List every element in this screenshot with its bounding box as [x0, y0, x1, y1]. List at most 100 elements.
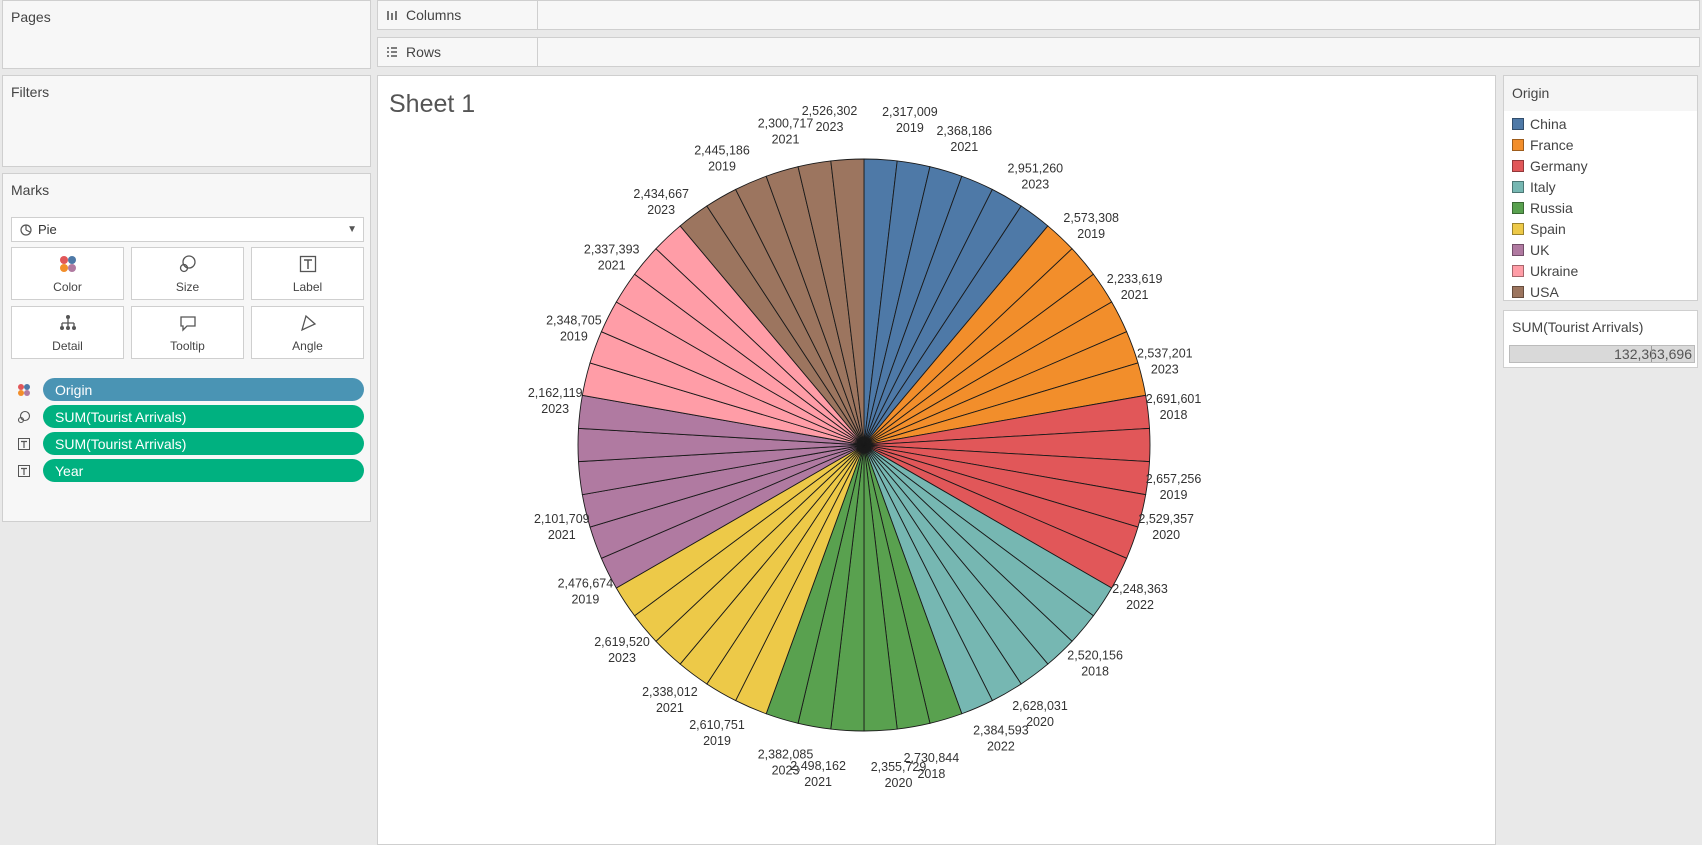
slice-year-label: 2022 — [1126, 598, 1154, 612]
slice-year-label: 2020 — [1026, 715, 1054, 729]
legend-swatch — [1512, 222, 1524, 235]
origin-color-pill[interactable]: Origin — [43, 378, 364, 401]
slice-year-label: 2022 — [987, 739, 1015, 753]
slice-value-label: 2,520,156 — [1067, 649, 1123, 663]
slice-year-label: 2019 — [896, 121, 924, 135]
label-icon — [299, 255, 316, 272]
slice-year-label: 2023 — [1151, 363, 1179, 377]
mark-type-dropdown[interactable]: Pie ▼ — [11, 217, 364, 242]
pages-title: Pages — [11, 9, 51, 25]
legend-item-label: UK — [1530, 241, 1550, 258]
pages-shelf[interactable]: Pages — [2, 0, 371, 69]
legend-item-usa[interactable]: USA — [1512, 281, 1588, 302]
legend-item-label: USA — [1530, 283, 1559, 300]
slice-year-label: 2019 — [571, 593, 599, 607]
slice-value-label: 2,657,256 — [1146, 472, 1202, 486]
angle-button-label: Angle — [292, 338, 323, 353]
legend-item-label: Spain — [1530, 220, 1566, 237]
legend-swatch — [1512, 117, 1524, 130]
filters-title: Filters — [11, 84, 50, 100]
label-icon — [17, 464, 31, 478]
color-icon — [17, 383, 31, 397]
slice-value-label: 2,691,601 — [1146, 392, 1202, 406]
year-label-pill[interactable]: Year — [43, 459, 364, 482]
legend-item-china[interactable]: China — [1512, 113, 1588, 134]
label-button[interactable]: Label — [251, 247, 364, 300]
rows-shelf[interactable]: Rows — [377, 37, 1700, 67]
angle-icon — [300, 314, 316, 331]
legend-item-uk[interactable]: UK — [1512, 239, 1588, 260]
legend-item-russia[interactable]: Russia — [1512, 197, 1588, 218]
slice-value-label: 2,338,012 — [642, 685, 698, 699]
legend-item-france[interactable]: France — [1512, 134, 1588, 155]
slice-value-label: 2,537,201 — [1137, 347, 1193, 361]
marks-pill-row: Origin — [17, 376, 364, 403]
marks-pill-row: Year — [17, 457, 364, 484]
slice-year-label: 2021 — [804, 775, 832, 789]
sheet-title: Sheet 1 — [389, 90, 476, 118]
columns-shelf-label: Columns — [378, 1, 538, 29]
size-button[interactable]: Size — [131, 247, 244, 300]
columns-label: Columns — [406, 7, 462, 23]
slice-year-label: 2019 — [560, 330, 588, 344]
detail-button[interactable]: Detail — [11, 306, 124, 359]
pie-icon — [20, 223, 32, 236]
legend-swatch — [1512, 264, 1524, 277]
size-icon — [17, 410, 31, 424]
color-icon — [59, 255, 76, 272]
slice-year-label: 2020 — [885, 776, 913, 790]
slice-value-label: 2,529,357 — [1138, 512, 1194, 526]
size-legend-title: SUM(Tourist Arrivals) — [1512, 319, 1644, 335]
slice-value-label: 2,434,667 — [633, 187, 689, 201]
mark-type-label: Pie — [38, 222, 57, 237]
slice-value-label: 2,573,308 — [1063, 211, 1119, 225]
marks-card: Marks Pie ▼ Color Size — [2, 173, 371, 522]
slice-year-label: 2023 — [541, 402, 569, 416]
legend-item-italy[interactable]: Italy — [1512, 176, 1588, 197]
size-legend-value: 132,363,696 — [1614, 346, 1692, 362]
rows-label: Rows — [406, 44, 442, 60]
size-button-label: Size — [175, 279, 200, 294]
columns-shelf[interactable]: Columns — [377, 0, 1700, 30]
slice-value-label: 2,526,302 — [802, 104, 858, 118]
size-legend[interactable]: SUM(Tourist Arrivals) 132,363,696 — [1503, 310, 1698, 368]
legend-swatch — [1512, 201, 1524, 214]
tourist-arrivals-label-pill[interactable]: SUM(Tourist Arrivals) — [43, 432, 364, 455]
tourist-arrivals-size-pill[interactable]: SUM(Tourist Arrivals) — [43, 405, 364, 428]
tooltip-button[interactable]: Tooltip — [131, 306, 244, 359]
angle-button[interactable]: Angle — [251, 306, 364, 359]
color-legend[interactable]: Origin China France Germany Italy Russia… — [1503, 75, 1698, 301]
pie-slice-usa[interactable] — [830, 158, 865, 446]
size-legend-bar: 132,363,696 — [1509, 345, 1695, 363]
slice-year-label: 2019 — [1077, 227, 1105, 241]
chevron-down-icon: ▼ — [347, 224, 357, 235]
color-button[interactable]: Color — [11, 247, 124, 300]
worksheet-view[interactable]: Sheet 1 2,317,009 2019 2,368,186 2021 2,951,… — [377, 75, 1496, 845]
legend-swatch — [1512, 159, 1524, 172]
slice-year-label: 2020 — [1152, 528, 1180, 542]
legend-item-label: Russia — [1530, 199, 1573, 216]
legend-item-spain[interactable]: Spain — [1512, 218, 1588, 239]
slice-year-label: 2019 — [1160, 488, 1188, 502]
slice-year-label: 2021 — [548, 528, 576, 542]
filters-shelf[interactable]: Filters — [2, 75, 371, 167]
slice-value-label: 2,317,009 — [882, 105, 938, 119]
marks-pill-row: SUM(Tourist Arrivals) — [17, 403, 364, 430]
legend-item-ukraine[interactable]: Ukraine — [1512, 260, 1588, 281]
legend-item-label: China — [1530, 115, 1567, 132]
label-icon — [17, 437, 31, 451]
slice-year-label: 2023 — [1021, 178, 1049, 192]
legend-item-label: Italy — [1530, 178, 1556, 195]
legend-title: Origin — [1504, 76, 1697, 111]
legend-swatch — [1512, 180, 1524, 193]
rows-shelf-label: Rows — [378, 38, 538, 66]
marks-title: Marks — [11, 182, 50, 198]
slice-year-label: 2021 — [950, 140, 978, 154]
slice-value-label: 2,248,363 — [1112, 582, 1168, 596]
slice-value-label: 2,355,729 — [871, 760, 927, 774]
slice-year-label: 2021 — [656, 701, 684, 715]
slice-value-label: 2,445,186 — [694, 143, 750, 157]
slice-value-label: 2,300,717 — [758, 116, 814, 130]
legend-item-germany[interactable]: Germany — [1512, 155, 1588, 176]
